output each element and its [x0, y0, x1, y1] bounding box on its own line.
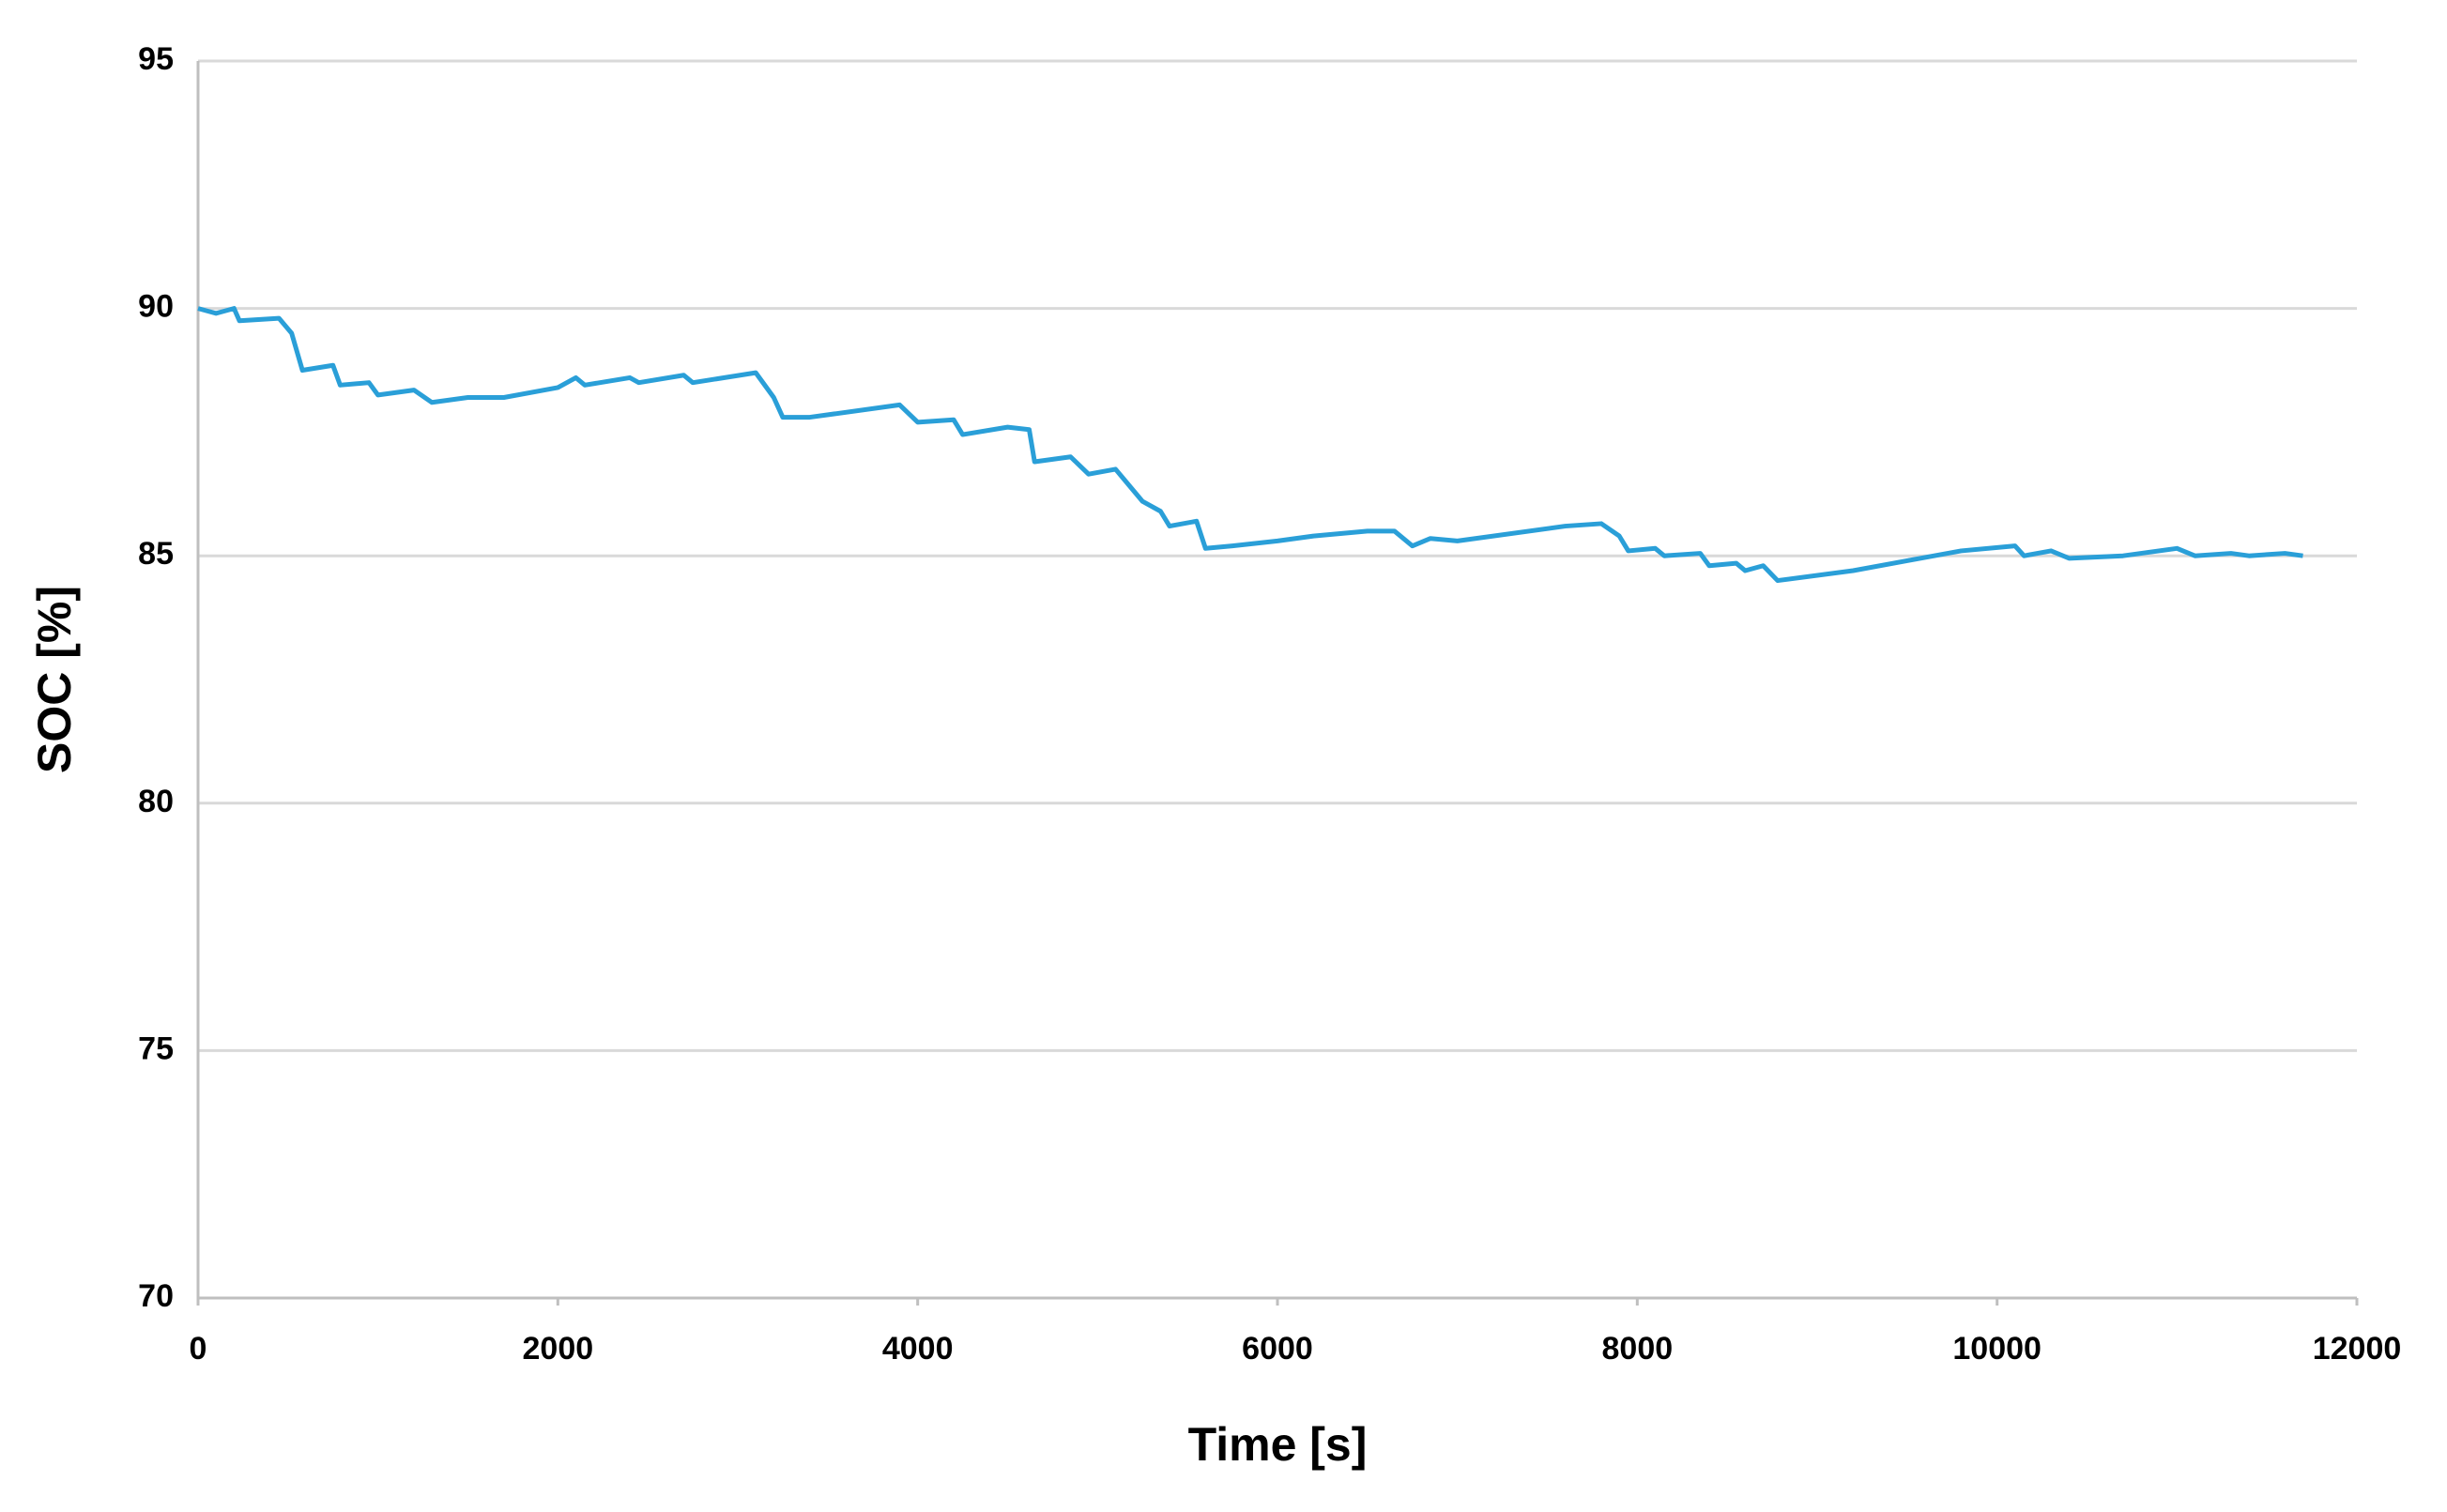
x-tick-label: 8000: [1602, 1331, 1674, 1367]
y-axis-title: SOC [%]: [28, 586, 81, 773]
x-axis-title: Time [s]: [1188, 1418, 1368, 1471]
y-tick-label: 75: [138, 1031, 174, 1066]
data-line: [197, 306, 2303, 584]
y-tick-label: 85: [138, 536, 174, 572]
y-tick-label: 80: [138, 784, 174, 819]
y-tick-label: 90: [138, 289, 174, 325]
y-tick-label: 70: [138, 1278, 174, 1314]
x-tick-label: 0: [190, 1331, 207, 1367]
y-tick-label: 95: [138, 41, 174, 77]
x-tick-label: 10000: [1952, 1331, 2042, 1367]
x-tick-label: 2000: [523, 1331, 594, 1367]
x-tick-label: 6000: [1242, 1331, 1313, 1367]
x-tick-label: 12000: [2313, 1331, 2402, 1367]
x-tick-label: 4000: [882, 1331, 954, 1367]
